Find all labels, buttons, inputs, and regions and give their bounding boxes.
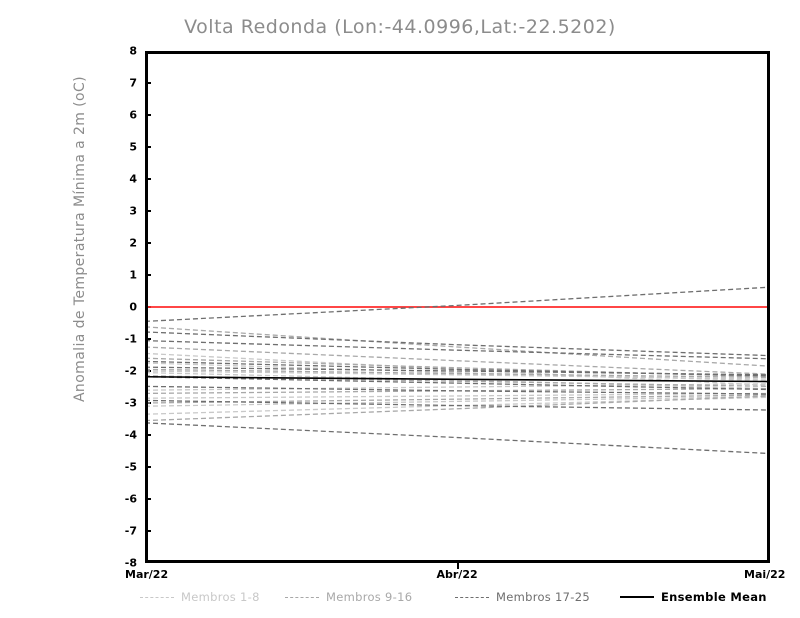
legend-label: Ensemble Mean xyxy=(661,590,767,604)
y-tick-mark xyxy=(145,338,151,340)
legend-item: Ensemble Mean xyxy=(620,587,767,607)
y-tick-label: 8 xyxy=(129,44,137,58)
series-line xyxy=(145,286,770,323)
series-line xyxy=(145,392,770,399)
y-tick-label: 2 xyxy=(129,236,137,250)
y-tick-label: 6 xyxy=(129,108,137,122)
series-line xyxy=(145,395,770,422)
y-tick-label: -1 xyxy=(124,332,137,346)
series-line xyxy=(145,346,770,375)
legend-item: Membros 17-25 xyxy=(455,587,590,607)
y-tick-mark xyxy=(145,210,151,212)
series-line xyxy=(145,395,770,407)
series-line xyxy=(145,375,770,383)
series-line xyxy=(145,385,770,395)
legend-item: Membros 1-8 xyxy=(140,587,260,607)
series-line xyxy=(145,366,770,376)
series-line xyxy=(145,422,770,455)
plot-lines xyxy=(145,286,770,455)
y-axis-label: Anomalia de Temperatura Mínima a 2m (oC) xyxy=(72,75,88,403)
y-tick-mark xyxy=(145,242,151,244)
y-tick-mark xyxy=(145,146,151,148)
y-tick-mark xyxy=(145,82,151,84)
y-tick-label: -4 xyxy=(124,428,137,442)
series-line xyxy=(145,326,770,367)
y-tick-label: -6 xyxy=(124,492,137,506)
y-tick-label: -5 xyxy=(124,460,137,474)
y-tick-mark xyxy=(145,178,151,180)
y-tick-mark xyxy=(145,466,151,468)
x-tick-label: Mai/22 xyxy=(744,568,786,581)
y-tick-mark xyxy=(145,274,151,276)
y-tick-label: 0 xyxy=(129,300,137,314)
y-tick-label: 4 xyxy=(129,172,137,186)
series-line xyxy=(145,368,770,379)
y-tick-label: -8 xyxy=(124,556,137,570)
x-tick-mark xyxy=(456,563,459,569)
y-tick-label: -2 xyxy=(124,364,137,378)
y-tick-mark xyxy=(145,114,151,116)
y-tick-label: 1 xyxy=(129,268,137,282)
legend-swatch-icon xyxy=(620,596,654,598)
series-line xyxy=(145,399,770,411)
legend-swatch-icon xyxy=(455,596,489,598)
legend-swatch-icon xyxy=(140,596,174,598)
chart-legend: Membros 1-8 Membros 9-16 Membros 17-25 Ense… xyxy=(0,587,800,607)
plot-area xyxy=(145,51,770,563)
y-tick-mark xyxy=(145,434,151,436)
legend-label: Membros 1-8 xyxy=(181,590,260,604)
x-tick-label: Abr/22 xyxy=(436,568,478,581)
series-line xyxy=(145,376,770,391)
series-line xyxy=(145,331,770,357)
x-tick-label: Mar/22 xyxy=(125,568,169,581)
series-line xyxy=(145,370,770,380)
y-tick-mark xyxy=(145,530,151,532)
series-line xyxy=(145,339,770,360)
y-tick-label: 3 xyxy=(129,204,137,218)
y-tick-mark xyxy=(145,498,151,500)
y-tick-label: 7 xyxy=(129,76,137,90)
legend-label: Membros 17-25 xyxy=(496,590,590,604)
legend-swatch-icon xyxy=(285,596,319,598)
y-tick-label: -3 xyxy=(124,396,137,410)
plot-frame xyxy=(145,51,770,563)
y-tick-label: -7 xyxy=(124,524,137,538)
legend-item: Membros 9-16 xyxy=(285,587,412,607)
page-title: Volta Redonda (Lon:-44.0996,Lat:-22.5202… xyxy=(184,16,616,38)
legend-label: Membros 9-16 xyxy=(326,590,413,604)
y-tick-label: 5 xyxy=(129,140,137,154)
